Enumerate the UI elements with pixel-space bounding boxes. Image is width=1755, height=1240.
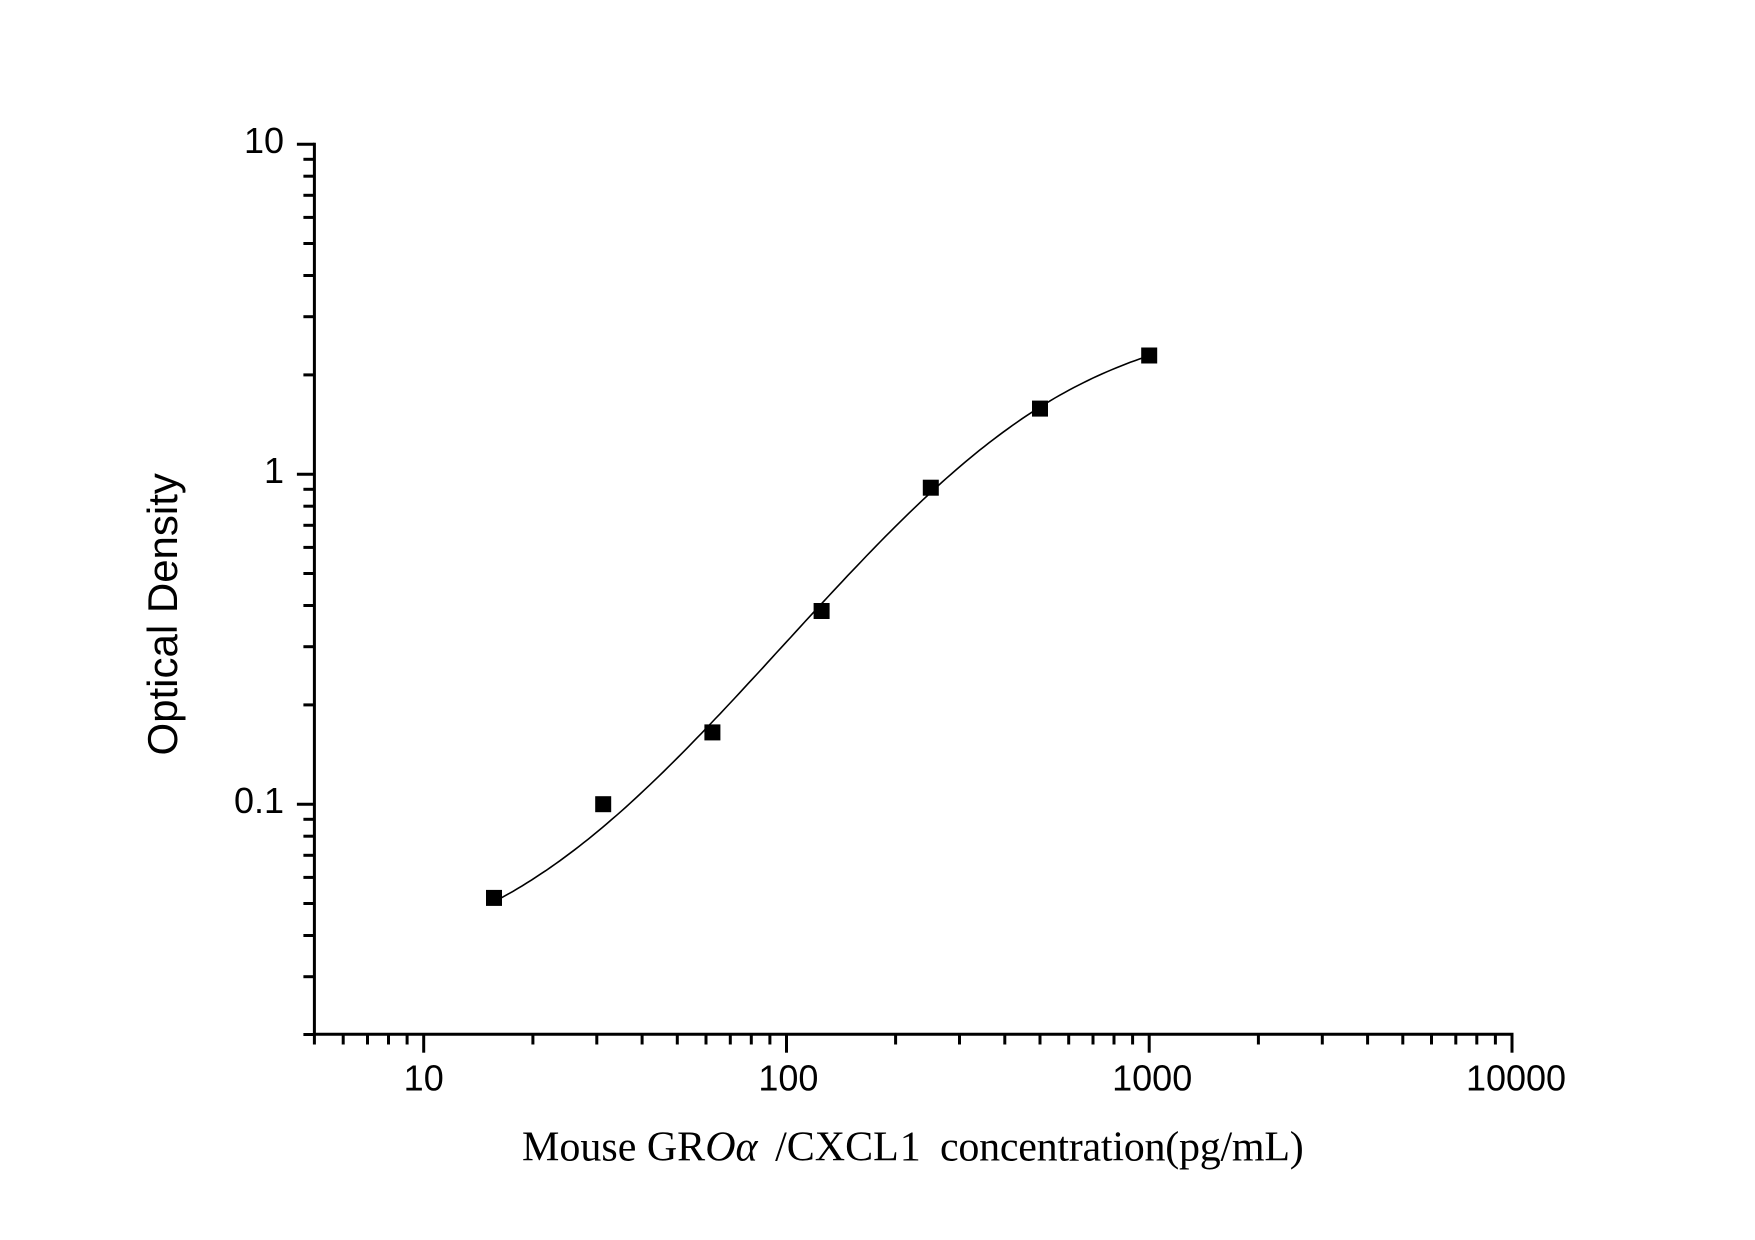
- svg-text:Mouse GROα /CXCL 1 concentrati: Mouse GROα /CXCL 1 concentration(pg/mL): [522, 1125, 1303, 1171]
- svg-text:100: 100: [758, 1058, 818, 1099]
- svg-text:10000: 10000: [1466, 1058, 1566, 1099]
- svg-text:1: 1: [264, 450, 284, 491]
- svg-text:0.1: 0.1: [234, 780, 284, 821]
- svg-text:10: 10: [404, 1058, 444, 1099]
- svg-text:Optical Density: Optical Density: [139, 473, 186, 755]
- svg-text:10: 10: [244, 120, 284, 161]
- svg-text:1000: 1000: [1112, 1058, 1192, 1099]
